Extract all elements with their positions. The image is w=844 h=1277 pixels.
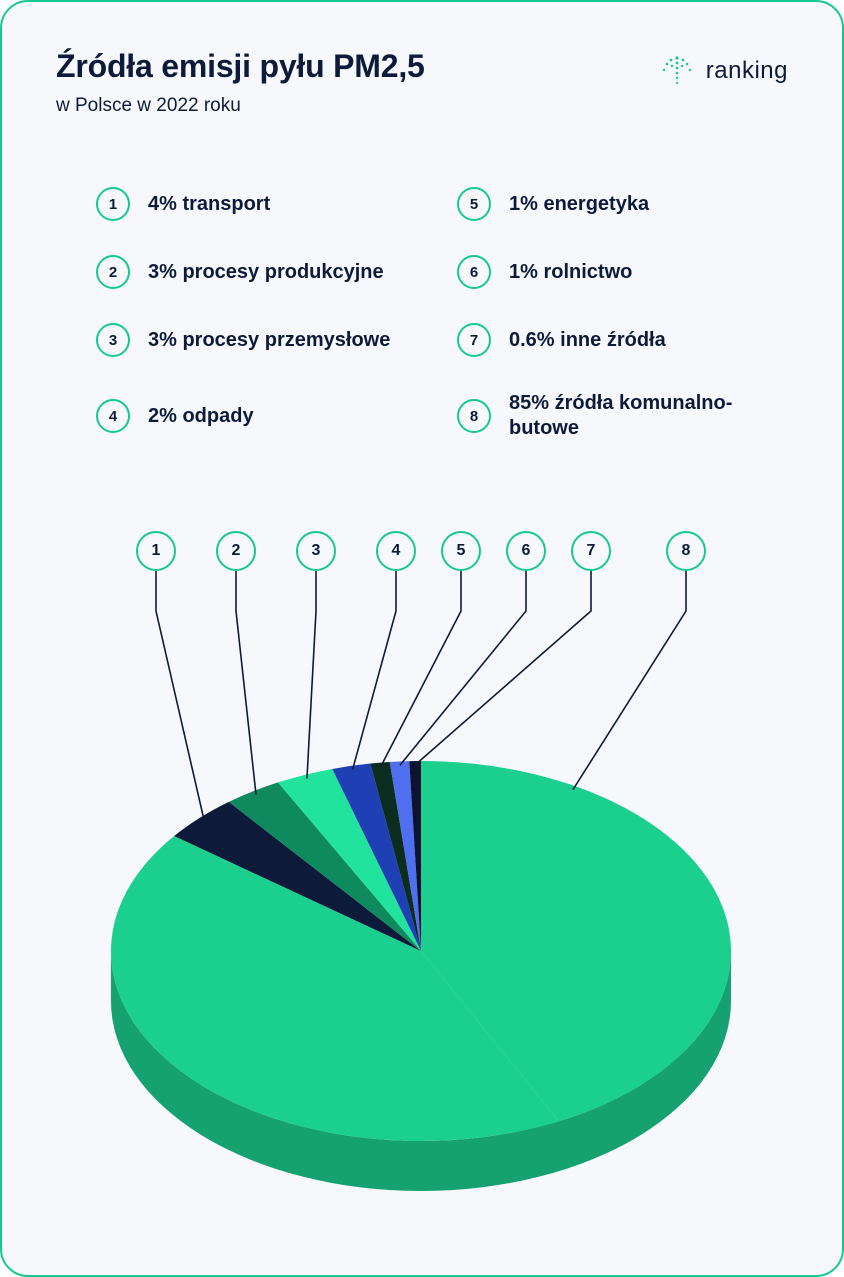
legend-badge: 4 — [96, 399, 130, 433]
pie-chart — [56, 531, 792, 1191]
legend-item: 2 3% procesy produkcyjne — [96, 255, 427, 289]
legend-item: 5 1% energetyka — [457, 187, 788, 221]
legend-label: 85% źródła komunalno-butowe — [509, 391, 788, 441]
legend-item: 4 2% odpady — [96, 391, 427, 441]
legend-item: 8 85% źródła komunalno-butowe — [457, 391, 788, 441]
legend-item: 1 4% transport — [96, 187, 427, 221]
legend-label: 1% energetyka — [509, 192, 649, 217]
legend-badge: 2 — [96, 255, 130, 289]
brand-name: ranking — [706, 57, 788, 85]
legend-label: 3% procesy przemysłowe — [148, 328, 390, 353]
legend-badge: 1 — [96, 187, 130, 221]
infographic-card: Źródła emisji pyłu PM2,5 w Polsce w 2022… — [0, 0, 844, 1277]
legend-badge: 5 — [457, 187, 491, 221]
legend-label: 4% transport — [148, 192, 270, 217]
page-title: Źródła emisji pyłu PM2,5 — [56, 48, 425, 85]
legend-badge: 6 — [457, 255, 491, 289]
legend-label: 0.6% inne źródła — [509, 328, 666, 353]
legend-badge: 8 — [457, 399, 491, 433]
legend-item: 6 1% rolnictwo — [457, 255, 788, 289]
legend-label: 2% odpady — [148, 404, 254, 429]
header-row: Źródła emisji pyłu PM2,5 w Polsce w 2022… — [56, 48, 788, 117]
legend-grid: 1 4% transport 5 1% energetyka 2 3% procesy p… — [96, 187, 788, 441]
pie-chart-zone: 12345678 — [56, 531, 788, 1191]
legend-label: 3% procesy produkcyjne — [148, 260, 384, 285]
legend-item: 7 0.6% inne źródła — [457, 323, 788, 357]
title-block: Źródła emisji pyłu PM2,5 w Polsce w 2022… — [56, 48, 425, 117]
legend-label: 1% rolnictwo — [509, 260, 632, 285]
brand-logo: ranking — [658, 52, 788, 90]
legend-badge: 7 — [457, 323, 491, 357]
brand-icon — [658, 52, 696, 90]
page-subtitle: w Polsce w 2022 roku — [56, 95, 425, 117]
legend-badge: 3 — [96, 323, 130, 357]
legend-item: 3 3% procesy przemysłowe — [96, 323, 427, 357]
